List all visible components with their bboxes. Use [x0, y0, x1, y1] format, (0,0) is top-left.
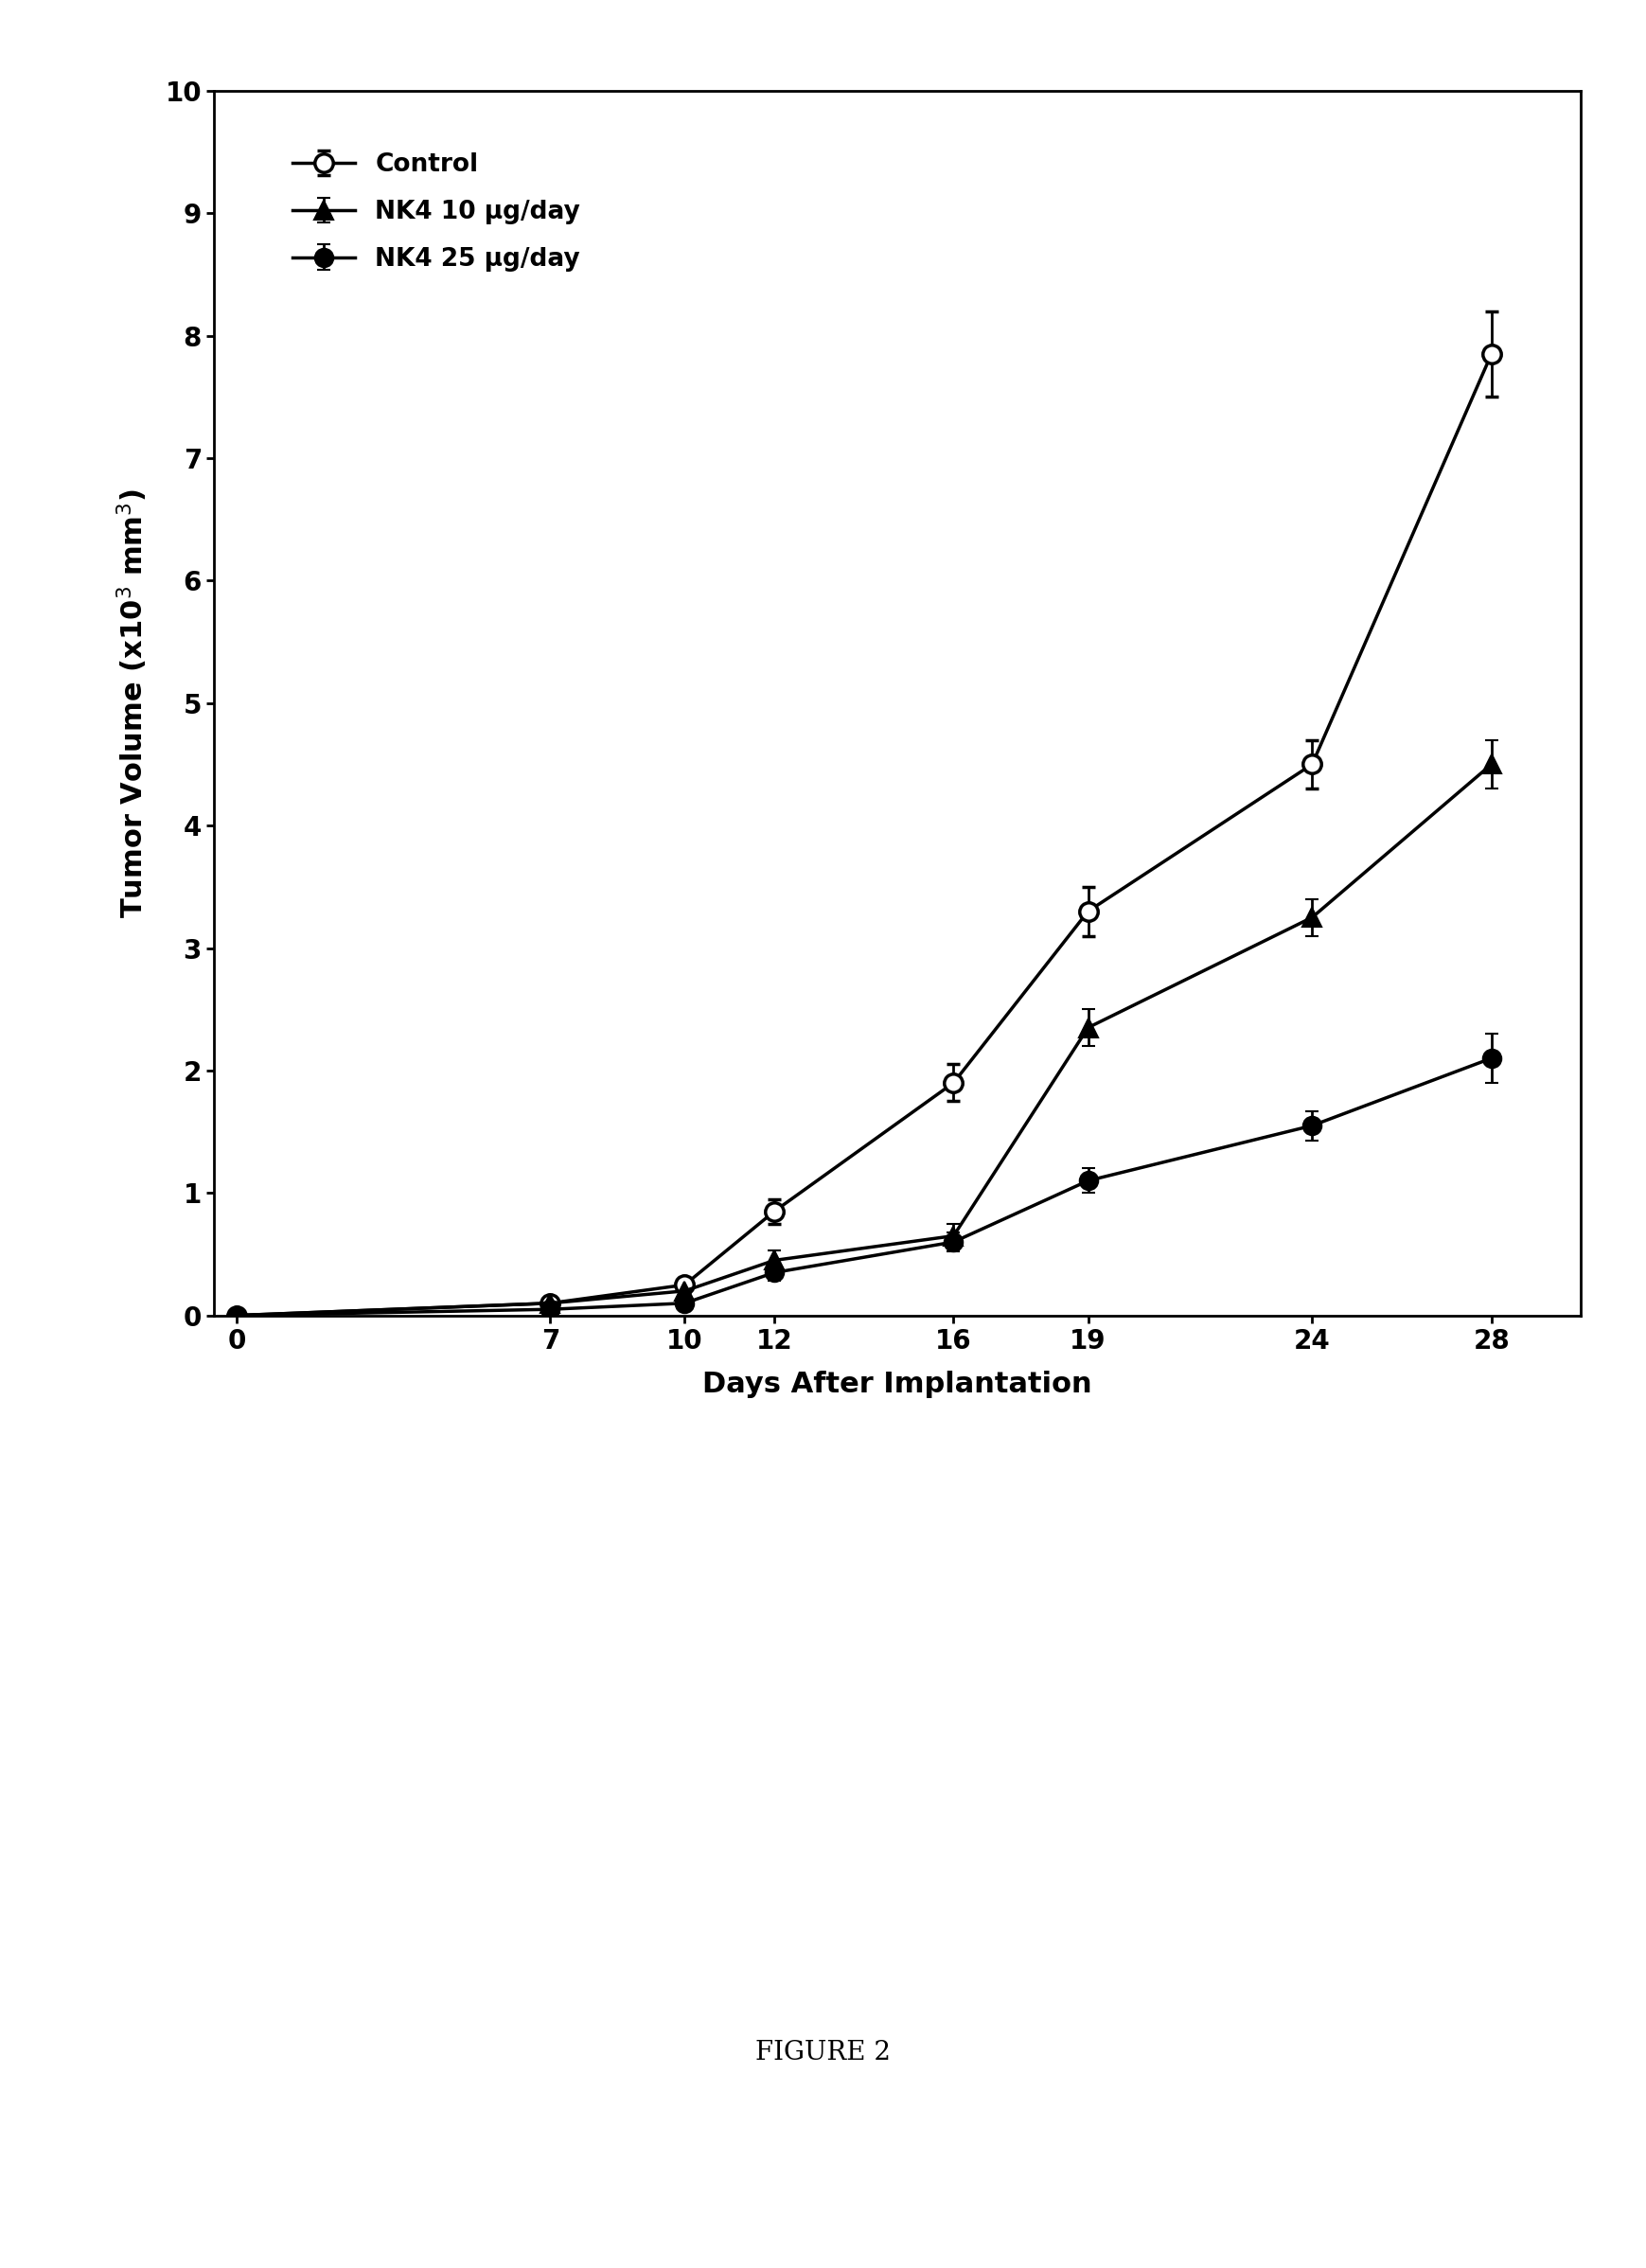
X-axis label: Days After Implantation: Days After Implantation	[703, 1370, 1091, 1397]
Text: FIGURE 2: FIGURE 2	[756, 2039, 890, 2066]
Y-axis label: Tumor Volume (x10$^3$ mm$^3$): Tumor Volume (x10$^3$ mm$^3$)	[115, 488, 150, 919]
Legend: Control, NK4 10 μg/day, NK4 25 μg/day: Control, NK4 10 μg/day, NK4 25 μg/day	[267, 127, 606, 297]
